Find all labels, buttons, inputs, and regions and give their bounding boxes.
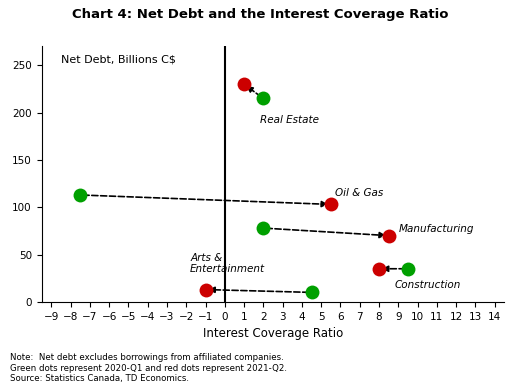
Point xyxy=(327,201,335,207)
Text: Chart 4: Net Debt and the Interest Coverage Ratio: Chart 4: Net Debt and the Interest Cover… xyxy=(72,8,448,21)
Text: Real Estate: Real Estate xyxy=(259,115,319,125)
Text: Net Debt, Billions C$: Net Debt, Billions C$ xyxy=(61,54,176,64)
Point xyxy=(240,81,248,87)
X-axis label: Interest Coverage Ratio: Interest Coverage Ratio xyxy=(203,327,343,340)
Text: Oil & Gas: Oil & Gas xyxy=(335,188,383,199)
Text: Arts &
Entertainment: Arts & Entertainment xyxy=(190,253,265,274)
Point xyxy=(375,265,383,272)
Text: Construction: Construction xyxy=(395,280,461,290)
Text: Manufacturing: Manufacturing xyxy=(398,224,474,234)
Point xyxy=(259,95,267,101)
Point xyxy=(307,289,316,296)
Point xyxy=(259,225,267,231)
Point xyxy=(404,265,412,272)
Point xyxy=(201,286,210,293)
Point xyxy=(384,233,393,239)
Point xyxy=(76,192,84,198)
Text: Note:  Net debt excludes borrowings from affiliated companies.
Green dots repres: Note: Net debt excludes borrowings from … xyxy=(10,353,288,383)
